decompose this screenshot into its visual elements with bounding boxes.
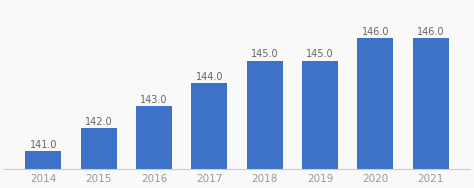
- Text: 145.0: 145.0: [251, 49, 279, 59]
- Bar: [81, 128, 117, 188]
- Text: 146.0: 146.0: [417, 27, 445, 37]
- Text: 141.0: 141.0: [29, 140, 57, 150]
- Text: 146.0: 146.0: [362, 27, 389, 37]
- Text: 145.0: 145.0: [306, 49, 334, 59]
- Bar: [25, 151, 61, 188]
- Bar: [357, 38, 393, 188]
- Text: 144.0: 144.0: [196, 72, 223, 82]
- Bar: [246, 61, 283, 188]
- Bar: [136, 106, 172, 188]
- Bar: [302, 61, 338, 188]
- Text: 143.0: 143.0: [140, 95, 168, 105]
- Text: 142.0: 142.0: [85, 117, 112, 127]
- Bar: [413, 38, 449, 188]
- Bar: [191, 83, 228, 188]
